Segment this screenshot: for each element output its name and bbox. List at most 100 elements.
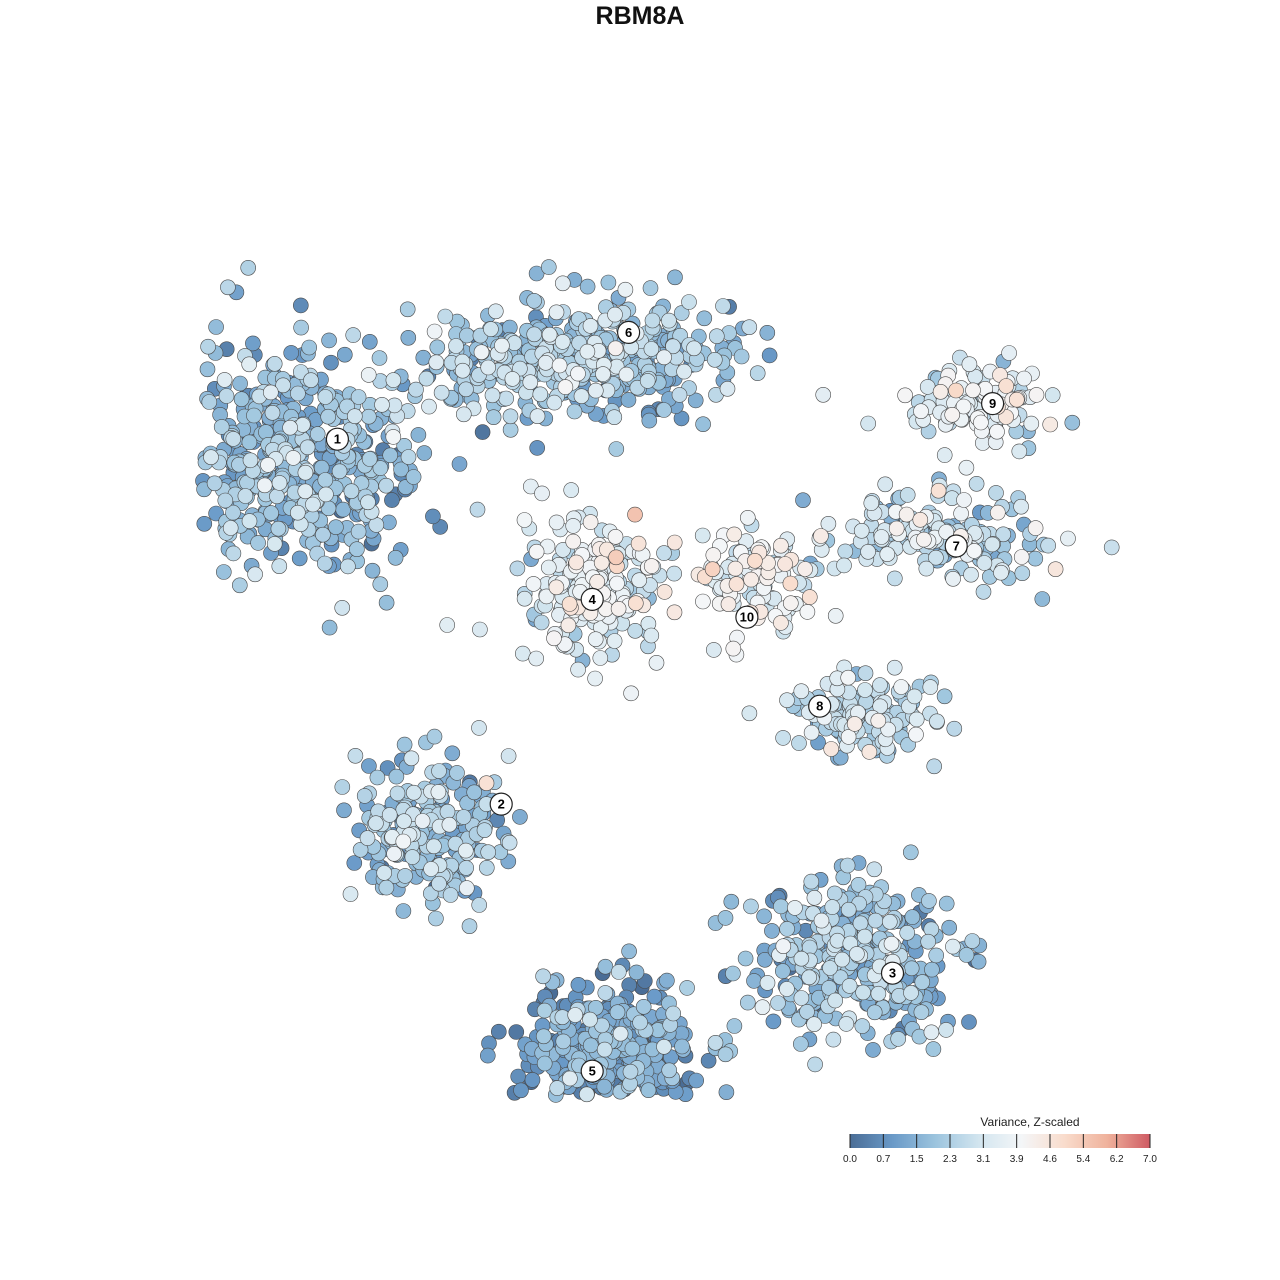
cell-point: [608, 441, 625, 457]
cell-point: [717, 910, 734, 926]
cell-point: [918, 560, 935, 577]
cell-point: [592, 650, 609, 666]
cell-point: [568, 554, 585, 571]
cell-point: [305, 496, 321, 513]
cell-point: [395, 903, 412, 919]
cell-point: [696, 310, 713, 327]
cell-point: [873, 529, 890, 545]
cluster-label-badge: [735, 605, 759, 629]
cell-point: [803, 873, 820, 890]
cell-point: [387, 549, 404, 566]
cell-point: [316, 555, 333, 572]
cell-point: [516, 590, 533, 607]
color-legend: Variance, Z-scaled 0.0 0.7 1.5 2.3 3.1 3.9 4.6…: [843, 1115, 1157, 1165]
cluster-label-badge: [980, 392, 1005, 416]
cell-point: [532, 386, 549, 403]
cell-point: [656, 545, 672, 561]
cell-point: [361, 451, 378, 467]
cell-point: [795, 492, 811, 509]
cell-point: [418, 370, 435, 387]
cluster-label-text: 2: [498, 797, 505, 812]
cell-point: [220, 279, 236, 296]
cell-point: [883, 935, 900, 952]
cell-point: [374, 396, 390, 413]
cell-point: [563, 482, 580, 498]
cell-point: [526, 326, 543, 343]
cell-point: [624, 1040, 641, 1057]
cell-point: [303, 372, 319, 389]
cell-point: [271, 475, 288, 491]
cell-point: [961, 1014, 977, 1030]
cell-point: [225, 545, 242, 562]
cell-point: [673, 305, 690, 321]
cell-point: [400, 329, 417, 346]
cell-point: [595, 366, 611, 382]
cluster-label-text: 10: [740, 610, 754, 625]
cell-point: [641, 412, 658, 429]
cell-point: [541, 326, 558, 343]
cell-point: [425, 508, 441, 525]
cell-point: [582, 514, 599, 530]
cell-point: [661, 1062, 678, 1079]
legend-tick-label: 6.2: [1110, 1154, 1124, 1165]
cell-point: [944, 406, 961, 423]
cell-point: [1014, 565, 1031, 582]
cell-point: [423, 861, 439, 877]
cell-point: [336, 346, 353, 363]
cell-point: [948, 382, 964, 399]
cell-point: [932, 383, 949, 400]
cell-point: [560, 617, 577, 634]
cell-point: [508, 1024, 525, 1040]
cell-point: [726, 1018, 743, 1034]
cell-point: [643, 341, 660, 357]
cell-point: [827, 992, 844, 1009]
cell-point: [995, 526, 1012, 543]
cell-point: [870, 985, 887, 1002]
cell-point: [961, 356, 978, 373]
cell-point: [852, 915, 869, 932]
cell-point: [540, 559, 557, 576]
cell-point: [945, 938, 961, 955]
cell-point: [502, 408, 519, 425]
cell-point: [964, 933, 981, 949]
cell-point: [587, 631, 604, 648]
cell-point: [705, 547, 722, 563]
cell-point: [963, 566, 979, 583]
cell-point: [880, 721, 897, 738]
cell-point: [898, 506, 915, 523]
cell-point: [199, 361, 216, 378]
cell-point: [707, 1035, 724, 1051]
cell-point: [439, 617, 456, 633]
cell-point: [364, 562, 381, 579]
points-layer: [195, 259, 1120, 1103]
cluster-label-text: 1: [334, 432, 341, 447]
cell-point: [388, 768, 405, 785]
cell-point: [813, 528, 829, 544]
cell-point: [405, 469, 422, 485]
cell-point: [694, 527, 711, 544]
cell-point: [546, 394, 563, 411]
cell-point: [975, 583, 992, 600]
cell-point: [741, 705, 758, 722]
cell-point: [857, 682, 873, 698]
cell-point: [840, 669, 857, 686]
cluster-label-1: 1: [325, 427, 349, 451]
cell-point: [930, 482, 947, 499]
cell-point: [386, 845, 402, 862]
cell-point: [1011, 443, 1028, 460]
cell-point: [666, 534, 683, 551]
cell-point: [936, 688, 953, 705]
cell-point: [719, 380, 736, 397]
cell-point: [385, 372, 402, 388]
cell-point: [775, 730, 791, 746]
cell-point: [837, 543, 854, 560]
cell-point: [350, 523, 367, 540]
cell-point: [877, 476, 894, 493]
cell-point: [958, 459, 975, 476]
cell-point: [600, 274, 617, 291]
cell-point: [827, 607, 844, 624]
cell-point: [213, 419, 230, 435]
cell-point: [428, 910, 444, 927]
cell-point: [317, 472, 334, 488]
cluster-label-10: 10: [735, 605, 759, 629]
